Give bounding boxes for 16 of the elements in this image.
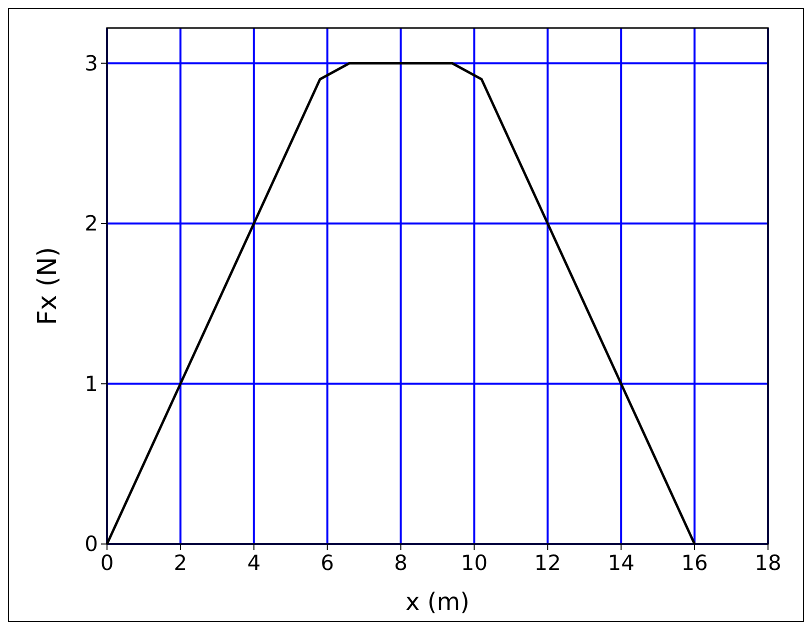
y-tick-label: 1 bbox=[84, 372, 98, 396]
x-tick-label: 16 bbox=[681, 551, 708, 575]
x-tick-label: 8 bbox=[394, 551, 408, 575]
y-axis-title: Fx (N) bbox=[33, 246, 63, 326]
y-tick-label: 0 bbox=[84, 532, 98, 556]
y-tick-label: 3 bbox=[84, 51, 98, 76]
x-tick-label: 6 bbox=[320, 551, 334, 575]
x-tick-label: 10 bbox=[460, 551, 488, 575]
x-tick-label: 18 bbox=[754, 551, 782, 575]
x-tick-label: 4 bbox=[247, 551, 261, 575]
x-tick-label: 2 bbox=[174, 551, 188, 575]
x-tick-label: 0 bbox=[100, 551, 114, 575]
x-axis-title: x (m) bbox=[406, 588, 470, 616]
x-tick-label: 14 bbox=[608, 551, 634, 575]
y-tick-label: 2 bbox=[84, 212, 98, 236]
x-tick-label: 12 bbox=[534, 551, 562, 575]
